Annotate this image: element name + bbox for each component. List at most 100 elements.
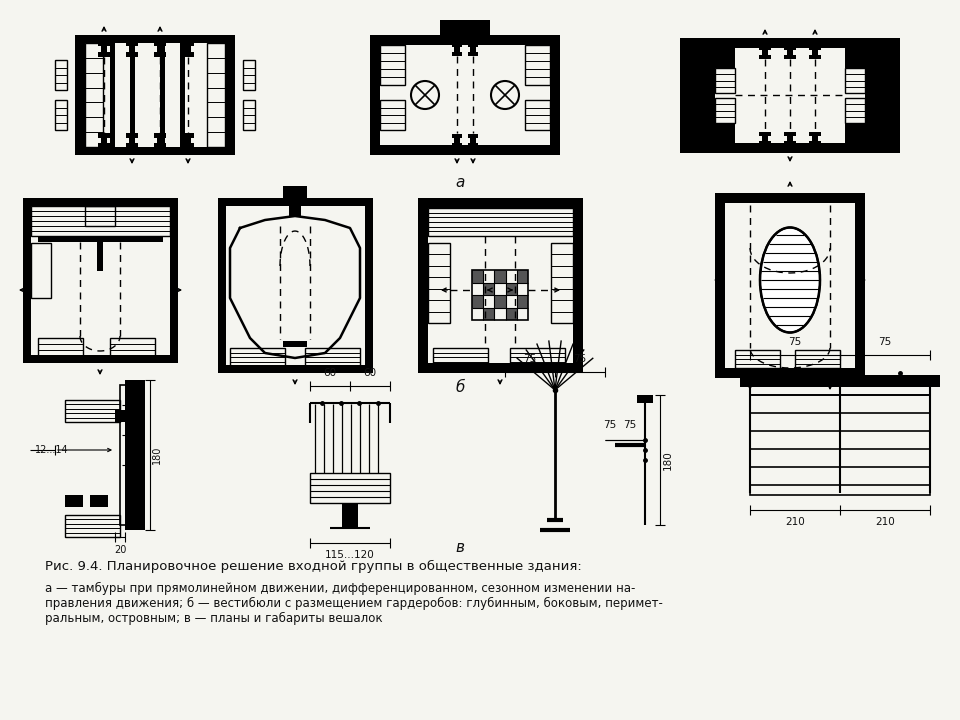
- Bar: [380, 45, 405, 85]
- Bar: [243, 100, 255, 130]
- Bar: [715, 68, 735, 93]
- Bar: [98, 133, 110, 138]
- Bar: [23, 355, 178, 363]
- Text: 210: 210: [876, 517, 895, 527]
- Bar: [855, 193, 865, 378]
- Bar: [126, 52, 138, 57]
- Bar: [483, 282, 494, 295]
- Bar: [218, 198, 226, 373]
- Bar: [160, 43, 165, 147]
- Bar: [85, 206, 115, 226]
- Bar: [428, 243, 450, 323]
- Bar: [454, 138, 460, 143]
- Bar: [182, 41, 194, 46]
- Bar: [490, 35, 560, 45]
- Bar: [715, 193, 725, 378]
- Bar: [65, 515, 120, 537]
- Bar: [845, 98, 865, 123]
- Bar: [418, 363, 583, 373]
- Bar: [130, 43, 135, 147]
- Bar: [97, 236, 103, 271]
- Bar: [370, 35, 380, 155]
- Bar: [98, 52, 110, 57]
- Bar: [809, 141, 821, 145]
- Bar: [454, 47, 460, 52]
- Bar: [452, 134, 462, 138]
- Bar: [154, 143, 166, 148]
- Bar: [795, 350, 840, 368]
- Bar: [243, 60, 255, 90]
- Bar: [418, 198, 428, 373]
- Text: 75: 75: [573, 354, 587, 364]
- Text: 115...120: 115...120: [325, 550, 374, 560]
- Bar: [452, 43, 462, 47]
- Bar: [157, 138, 163, 144]
- Bar: [809, 132, 821, 136]
- Text: 60: 60: [364, 368, 376, 378]
- Bar: [494, 295, 506, 307]
- Text: 75: 75: [523, 354, 537, 364]
- Bar: [468, 143, 478, 147]
- Bar: [129, 46, 135, 52]
- Bar: [480, 145, 505, 155]
- Bar: [573, 198, 583, 373]
- Bar: [55, 100, 67, 130]
- Bar: [516, 270, 528, 282]
- Bar: [506, 282, 516, 295]
- Bar: [472, 295, 483, 307]
- Text: 60: 60: [324, 368, 337, 378]
- Bar: [468, 52, 478, 56]
- Text: 75: 75: [623, 420, 636, 430]
- Bar: [470, 138, 476, 143]
- Bar: [225, 35, 235, 155]
- Bar: [170, 198, 178, 363]
- Bar: [418, 198, 583, 208]
- Bar: [759, 141, 771, 145]
- Bar: [289, 206, 301, 216]
- Bar: [125, 380, 145, 530]
- Bar: [31, 206, 170, 236]
- Text: 75: 75: [604, 420, 616, 430]
- Bar: [680, 38, 715, 153]
- Bar: [812, 136, 818, 141]
- Ellipse shape: [760, 228, 820, 333]
- Bar: [715, 38, 735, 68]
- Bar: [157, 46, 163, 52]
- Bar: [218, 198, 373, 206]
- Bar: [735, 350, 780, 368]
- Text: б: б: [455, 380, 465, 395]
- Bar: [182, 52, 194, 57]
- Bar: [472, 270, 528, 320]
- Bar: [762, 136, 768, 141]
- Bar: [98, 41, 110, 46]
- Bar: [23, 198, 31, 363]
- Bar: [129, 138, 135, 144]
- Bar: [516, 295, 528, 307]
- Bar: [440, 20, 490, 45]
- Bar: [787, 136, 793, 141]
- Bar: [425, 145, 450, 155]
- Bar: [101, 138, 107, 144]
- Bar: [525, 100, 550, 130]
- Text: 180: 180: [663, 450, 673, 470]
- Bar: [740, 375, 940, 387]
- Text: Рис. 9.4. Планировочное решение входной группы в общественные здания:: Рис. 9.4. Планировочное решение входной …: [45, 560, 582, 573]
- Bar: [468, 43, 478, 47]
- Bar: [759, 55, 771, 59]
- Bar: [784, 46, 796, 50]
- Bar: [551, 243, 573, 323]
- Bar: [845, 123, 865, 153]
- Bar: [38, 236, 163, 242]
- Bar: [55, 60, 67, 90]
- Bar: [126, 41, 138, 46]
- Text: 75: 75: [878, 337, 892, 347]
- Bar: [494, 270, 506, 282]
- Bar: [65, 495, 83, 507]
- Bar: [101, 46, 107, 52]
- Text: а — тамбуры при прямолинейном движении, дифференцированном, сезонном изменении н: а — тамбуры при прямолинейном движении, …: [45, 582, 636, 595]
- Bar: [452, 52, 462, 56]
- Bar: [865, 38, 900, 153]
- Bar: [845, 68, 865, 93]
- Bar: [370, 145, 560, 155]
- Bar: [182, 133, 194, 138]
